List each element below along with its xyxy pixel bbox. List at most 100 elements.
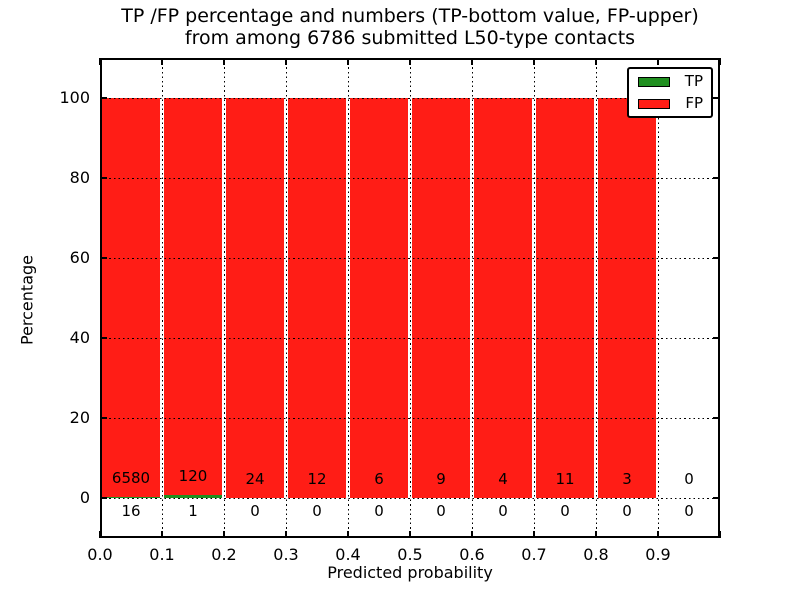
x-tick-label: 0.9 [645,545,671,564]
bar-tp-segment [164,494,222,498]
x-tick-bottom [533,531,535,538]
tp-count-label: 0 [312,502,322,520]
y-tick-label: 0 [79,488,90,507]
chart-title-line1: TP /FP percentage and numbers (TP-bottom… [121,5,699,27]
fp-count-label: 3 [622,470,632,488]
x-tick-top [533,58,535,65]
x-tick-top [161,58,163,65]
y-tick-right [713,177,720,179]
fp-count-label: 4 [498,470,508,488]
x-tick-label: 0.2 [211,545,237,564]
y-tick-right [713,417,720,419]
y-tick-right [713,257,720,259]
x-tick-bottom [409,531,411,538]
legend-item-tp: TP [638,74,703,89]
x-tick-bottom [223,531,225,538]
tp-count-label: 0 [622,502,632,520]
x-tick-bottom [161,531,163,538]
gridline-vertical [472,58,473,538]
x-tick-label: 0.1 [149,545,175,564]
tp-count-label: 0 [250,502,260,520]
tp-count-label: 0 [684,502,694,520]
legend: TP FP [627,67,713,118]
tp-count-label: 0 [374,502,384,520]
tp-count-label: 1 [188,502,198,520]
y-tick-label: 20 [69,408,90,427]
fp-count-label: 6 [374,470,384,488]
x-axis-label: Predicted probability [327,563,493,582]
x-tick-bottom [719,531,721,538]
x-tick-top [409,58,411,65]
y-tick-label: 80 [69,168,90,187]
legend-swatch-fp-icon [638,98,670,109]
y-tick-label: 100 [59,88,90,107]
x-tick-bottom [595,531,597,538]
gridline-vertical [162,58,163,538]
chart-title: TP /FP percentage and numbers (TP-bottom… [100,5,720,49]
x-tick-top [595,58,597,65]
y-tick-left [100,497,107,499]
x-tick-top [347,58,349,65]
fp-count-label: 24 [245,470,265,488]
x-tick-label: 0.6 [459,545,485,564]
x-tick-label: 0.7 [521,545,547,564]
bar-fp-segment [598,98,656,498]
x-tick-label: 0.5 [397,545,423,564]
fp-count-label: 6580 [111,469,151,488]
tp-count-label: 0 [436,502,446,520]
legend-label-fp: FP [685,94,703,112]
y-tick-left [100,97,107,99]
x-tick-bottom [99,531,101,538]
gridline-vertical [410,58,411,538]
fp-count-label: 12 [307,470,327,488]
x-tick-bottom [657,531,659,538]
y-tick-left [100,257,107,259]
bar-fp-segment [288,98,346,498]
gridline-vertical [658,58,659,538]
plot-area: TP FP 6580 16 120 1 24 0 12 0 6 0 9 0 4 0 11 0 3 0 0 0 [99,58,721,538]
x-tick-bottom [285,531,287,538]
y-tick-right [713,97,720,99]
legend-label-tp: TP [684,72,703,90]
gridline-vertical [286,58,287,538]
legend-item-fp: FP [638,96,703,111]
bar-fp-segment [474,98,532,498]
y-tick-left [100,417,107,419]
legend-swatch-tp-icon [638,76,670,87]
fp-count-label: 9 [436,470,446,488]
x-tick-top [719,58,721,65]
x-tick-top [285,58,287,65]
x-tick-top [657,58,659,65]
x-tick-bottom [471,531,473,538]
y-tick-left [100,177,107,179]
x-tick-label: 0.0 [87,545,113,564]
tp-count-label: 0 [498,502,508,520]
x-tick-top [471,58,473,65]
tp-count-label: 0 [560,502,570,520]
x-tick-label: 0.3 [273,545,299,564]
fp-count-label: 120 [178,466,208,485]
y-tick-right [713,497,720,499]
bar-fp-segment [102,98,160,498]
tp-count-label: 16 [121,502,141,520]
fp-count-label: 11 [555,470,575,488]
x-tick-label: 0.4 [335,545,361,564]
bar-fp-segment [536,98,594,498]
y-tick-label: 60 [69,248,90,267]
bar-fp-segment [350,98,408,498]
x-tick-label: 0.8 [583,545,609,564]
y-tick-right [713,337,720,339]
bar-fp-segment [164,98,222,495]
fp-count-label: 0 [684,470,694,488]
x-tick-top [223,58,225,65]
bar-tp-segment [102,497,160,498]
gridline-vertical [348,58,349,538]
x-tick-top [99,58,101,65]
gridline-vertical [534,58,535,538]
y-tick-label: 40 [69,328,90,347]
chart-title-line2: from among 6786 submitted L50-type conta… [184,27,636,49]
gridline-vertical [596,58,597,538]
y-tick-left [100,337,107,339]
gridline-vertical [224,58,225,538]
